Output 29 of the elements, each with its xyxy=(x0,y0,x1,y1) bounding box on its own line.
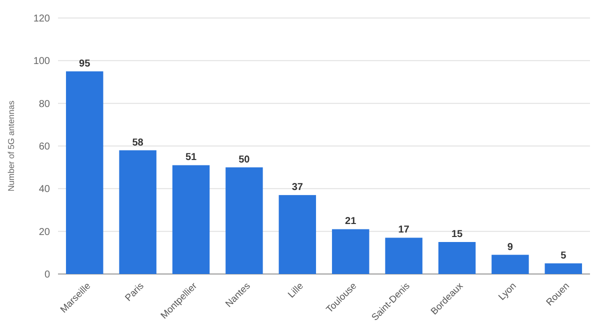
bar xyxy=(332,229,370,274)
data-label: 21 xyxy=(345,216,357,228)
data-label: 51 xyxy=(185,152,197,164)
bar xyxy=(438,242,476,274)
data-label: 5 xyxy=(560,250,567,262)
data-label: 95 xyxy=(79,58,91,70)
y-tick-label: 20 xyxy=(38,226,50,238)
y-tick-label: 40 xyxy=(38,184,50,196)
y-tick-label: 80 xyxy=(38,98,50,110)
bar xyxy=(66,71,104,274)
y-tick-label: 60 xyxy=(38,142,50,152)
y-tick-label: 120 xyxy=(33,14,50,24)
bar xyxy=(385,238,422,274)
data-label: 17 xyxy=(398,224,410,236)
data-label: 58 xyxy=(132,137,144,148)
bar xyxy=(226,167,263,274)
bar xyxy=(544,263,582,274)
x-tick-label: Lille xyxy=(286,280,306,300)
y-tick-label: 100 xyxy=(33,56,50,68)
y-axis-title: Number of 5G antennas xyxy=(6,100,16,192)
bar xyxy=(119,150,156,274)
data-label: 37 xyxy=(292,182,304,194)
bar xyxy=(172,165,210,274)
bar xyxy=(278,195,316,274)
y-tick-label: 0 xyxy=(44,270,50,280)
data-label: 15 xyxy=(451,229,463,240)
data-label: 50 xyxy=(238,154,250,166)
data-label: 9 xyxy=(507,242,514,253)
bar xyxy=(492,254,529,274)
